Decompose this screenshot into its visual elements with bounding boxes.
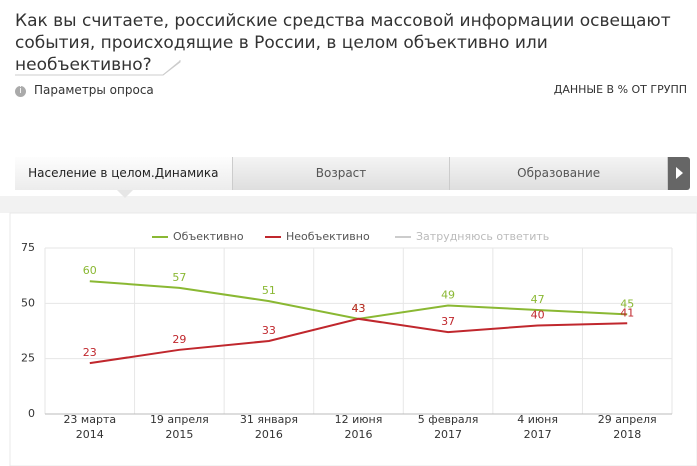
x-tick-label: 5 февраля 2017: [418, 413, 479, 441]
x-tick-label: 19 апреля 2015: [150, 413, 209, 441]
value-label: 41: [620, 306, 634, 319]
title: Как вы считаете, российские средства мас…: [15, 11, 671, 75]
tabs: Население в целом.Динамика Возраст Образ…: [15, 157, 691, 190]
legend-label: Объективно: [173, 230, 244, 243]
divider: [15, 60, 181, 76]
tab[interactable]: Образование: [450, 157, 669, 190]
value-label: 60: [83, 264, 97, 277]
value-label: 23: [83, 346, 97, 359]
value-label: 57: [172, 271, 186, 284]
params-link[interactable]: Параметры опроса: [34, 83, 154, 97]
value-label: 37: [441, 315, 455, 328]
value-label: 45: [620, 297, 634, 310]
value-label: 43: [352, 302, 366, 315]
value-label: 40: [531, 308, 545, 321]
value-label: 29: [172, 333, 186, 346]
value-label: 43: [352, 302, 366, 315]
x-tick-label: 23 марта 2014: [63, 413, 116, 441]
note: ДАННЫЕ В % ОТ ГРУПП: [553, 83, 687, 96]
y-tick-label: 50: [21, 296, 35, 309]
x-tick-label: 29 апреля 2018: [598, 413, 657, 441]
tab[interactable]: Население в целом.Динамика: [15, 157, 233, 190]
series-line: [89, 317, 628, 365]
value-label: 49: [441, 289, 455, 302]
value-label: 47: [531, 293, 545, 306]
x-tick-label: 12 июня 2016: [335, 413, 383, 441]
tab-arrow[interactable]: [668, 157, 691, 190]
value-label: 51: [262, 284, 276, 297]
info-icon[interactable]: i: [15, 86, 26, 97]
x-tick-label: 4 июня 2017: [517, 413, 558, 441]
tab-pointer: [117, 190, 133, 198]
x-tick-label: 31 января 2016: [240, 413, 298, 441]
legend-label: Затрудняюсь ответить: [416, 230, 549, 243]
tab[interactable]: Возраст: [233, 157, 451, 190]
legend-label: Необъективно: [286, 230, 370, 243]
y-tick-label: 0: [28, 407, 35, 420]
y-tick-label: 25: [21, 352, 35, 365]
y-tick-label: 75: [21, 241, 35, 254]
band: [0, 196, 697, 213]
value-label: 33: [262, 324, 276, 337]
